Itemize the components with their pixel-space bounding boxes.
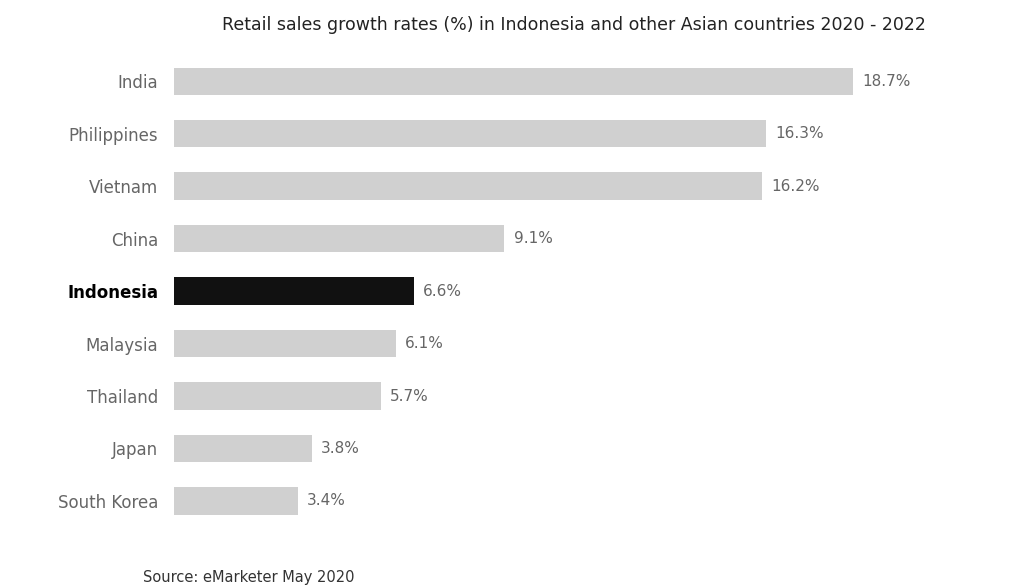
- Bar: [174, 68, 853, 95]
- Bar: [174, 330, 395, 357]
- Text: 18.7%: 18.7%: [862, 74, 910, 89]
- Text: Source: eMarketer May 2020: Source: eMarketer May 2020: [143, 570, 355, 585]
- Text: 16.3%: 16.3%: [775, 126, 823, 141]
- Text: 16.2%: 16.2%: [771, 179, 820, 193]
- Text: 5.7%: 5.7%: [390, 389, 429, 403]
- Bar: [174, 278, 414, 305]
- Bar: [174, 172, 762, 200]
- Bar: [174, 120, 766, 147]
- Text: 6.1%: 6.1%: [404, 336, 443, 351]
- Text: 6.6%: 6.6%: [423, 283, 462, 299]
- Bar: [174, 225, 505, 252]
- Text: 3.4%: 3.4%: [306, 493, 345, 509]
- Text: 3.8%: 3.8%: [322, 441, 360, 456]
- Bar: [174, 487, 298, 514]
- Bar: [174, 382, 381, 410]
- Title: Retail sales growth rates (%) in Indonesia and other Asian countries 2020 - 2022: Retail sales growth rates (%) in Indones…: [221, 16, 926, 34]
- Text: 9.1%: 9.1%: [513, 231, 552, 246]
- Bar: [174, 435, 312, 462]
